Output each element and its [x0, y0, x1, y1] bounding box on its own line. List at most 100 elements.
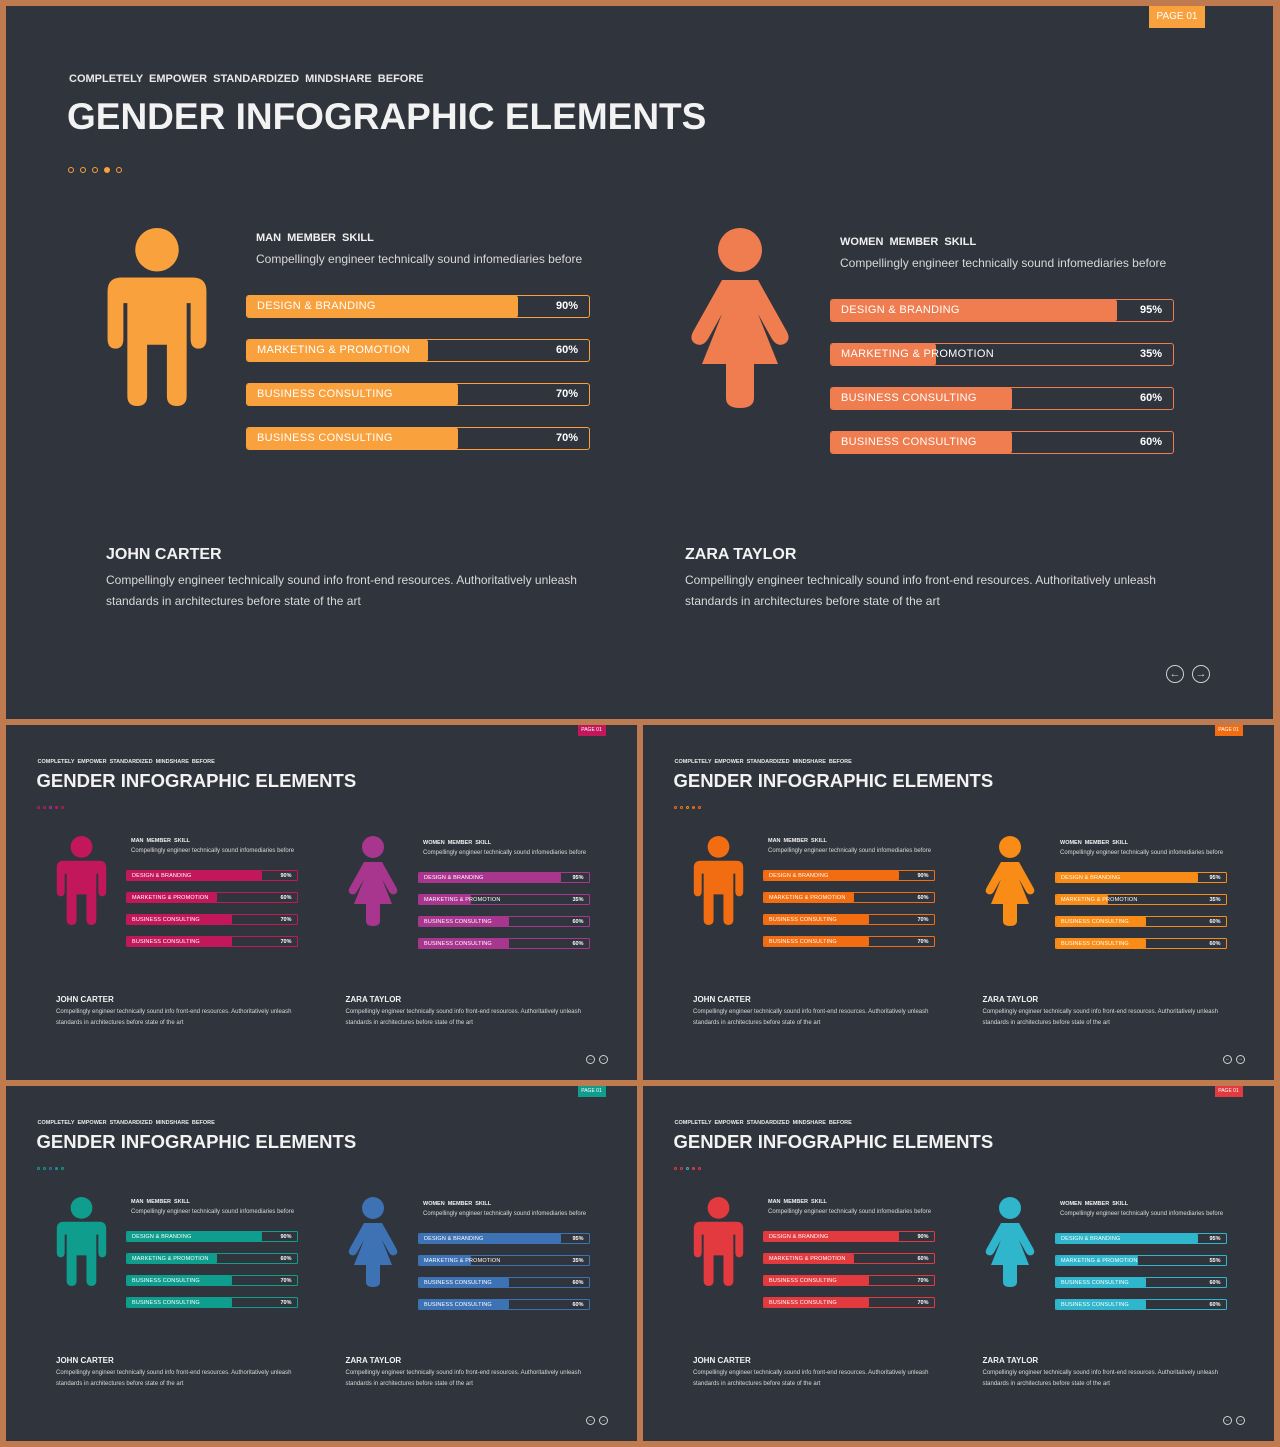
person-bio-line: standards in architectures before state … [693, 1019, 821, 1026]
skill-bar-fill [127, 1297, 232, 1307]
pagination-dot [116, 167, 122, 173]
pagination-dot [674, 805, 677, 809]
skill-percent: 60% [572, 1279, 584, 1286]
slide: PAGE 01 COMPLETELY EMPOWER STANDARDIZED M… [643, 725, 1274, 1080]
skill-bar: BUSINESS CONSULTING 60% [418, 937, 590, 949]
skill-bar-fill [1056, 1233, 1199, 1243]
skill-percent: 70% [280, 916, 292, 923]
pagination-dots [37, 805, 64, 809]
skill-label: DESIGN & BRANDING [257, 300, 376, 312]
skill-label: BUSINESS CONSULTING [1061, 918, 1129, 925]
skill-percent: 95% [1209, 874, 1221, 881]
skill-bar: DESIGN & BRANDING 95% [830, 299, 1174, 322]
skill-bar-fill [764, 1297, 869, 1307]
skill-bar: BUSINESS CONSULTING 70% [126, 1274, 298, 1286]
skill-label: MARKETING & PROMOTION [424, 896, 501, 903]
skill-bar: DESIGN & BRANDING 90% [246, 295, 590, 318]
person-bio-line: standards in architectures before state … [982, 1019, 1110, 1026]
person-bio-line: Compellingly engineer technically sound … [685, 573, 1156, 587]
arrow-left-circle-icon[interactable]: ← [586, 1415, 595, 1425]
skill-bar: MARKETING & PROMOTION 60% [763, 891, 935, 903]
skill-bar: MARKETING & PROMOTION 60% [763, 1252, 935, 1264]
page-number-badge: PAGE 01 [1214, 725, 1243, 736]
person-john-carter: JOHN CARTER Compellingly engineer technic… [693, 995, 943, 1028]
person-john-carter: JOHN CARTER Compellingly engineer technic… [56, 1356, 306, 1389]
person-bio-line: Compellingly engineer technically sound … [345, 1370, 581, 1376]
skill-bar-fill [247, 384, 458, 405]
arrow-right-circle-icon[interactable]: → [1192, 665, 1210, 683]
skill-label: BUSINESS CONSULTING [257, 432, 393, 444]
skill-percent: 70% [917, 938, 929, 945]
skill-bar: BUSINESS CONSULTING 70% [126, 1296, 298, 1308]
skill-bar-fill [764, 870, 899, 880]
pagination-dot [698, 1166, 701, 1170]
skill-label: MARKETING & PROMOTION [769, 1255, 846, 1262]
skill-bar-fill [419, 938, 509, 948]
skill-bar-fill [127, 892, 217, 902]
skill-label: BUSINESS CONSULTING [132, 938, 200, 945]
woman-skill-panel: WOMEN MEMBER SKILL Compellingly engineer … [418, 840, 591, 955]
skill-percent: 60% [917, 894, 929, 901]
male-person-icon [693, 1197, 744, 1286]
pagination-dot [37, 1166, 40, 1170]
person-bio-line: Compellingly engineer technically sound … [982, 1009, 1218, 1015]
skill-bar: BUSINESS CONSULTING 70% [763, 1274, 935, 1286]
skill-label: DESIGN & BRANDING [132, 872, 192, 879]
skill-bar-fill [247, 296, 518, 317]
skill-bar-fill [419, 1233, 562, 1243]
person-bio-line: standards in architectures before state … [982, 1380, 1110, 1387]
skill-percent: 60% [555, 344, 578, 356]
person-bio-line: Compellingly engineer technically sound … [982, 1370, 1218, 1376]
arrow-left-circle-icon[interactable]: ← [1166, 665, 1184, 683]
skill-bar: BUSINESS CONSULTING 60% [1055, 1276, 1227, 1288]
skill-bar: DESIGN & BRANDING 90% [763, 1230, 935, 1242]
skill-description: Compellingly engineer technically sound … [768, 1209, 932, 1215]
skill-percent: 35% [572, 1257, 584, 1264]
person-john-carter: JOHN CARTER Compellingly engineer technic… [693, 1356, 943, 1389]
person-bio-line: Compellingly engineer technically sound … [345, 1009, 581, 1015]
skill-bar-fill [127, 870, 262, 880]
arrow-right-circle-icon[interactable]: → [599, 1415, 608, 1425]
skill-label: MARKETING & PROMOTION [841, 348, 994, 360]
skill-bar-fill [127, 936, 232, 946]
arrow-right-circle-icon[interactable]: → [599, 1054, 608, 1064]
arrow-right-circle-icon[interactable]: → [1236, 1054, 1245, 1064]
slide-title: GENDER INFOGRAPHIC ELEMENTS [67, 96, 707, 137]
skill-percent: 90% [917, 1233, 929, 1240]
skill-bar: BUSINESS CONSULTING 60% [418, 915, 590, 927]
skill-percent: 60% [572, 918, 584, 925]
slide-navigation: ← → [1166, 665, 1210, 683]
man-skill-panel: MAN MEMBER SKILL Compellingly engineer te… [763, 838, 936, 953]
skill-bar: DESIGN & BRANDING 95% [418, 1232, 590, 1244]
arrow-right-circle-icon[interactable]: → [1236, 1415, 1245, 1425]
pagination-dot [68, 167, 74, 173]
skill-label: BUSINESS CONSULTING [769, 916, 837, 923]
skill-label: BUSINESS CONSULTING [841, 436, 977, 448]
skill-percent: 60% [1139, 436, 1162, 448]
page-number-badge: PAGE 01 [1214, 1086, 1243, 1097]
slide-title: GENDER INFOGRAPHIC ELEMENTS [36, 1131, 357, 1152]
skill-label: DESIGN & BRANDING [1061, 874, 1121, 881]
skill-percent: 90% [917, 872, 929, 879]
skill-bar: DESIGN & BRANDING 90% [763, 869, 935, 881]
skill-bar-fill [1056, 938, 1146, 948]
skill-bar-fill [419, 1299, 509, 1309]
skill-bar: BUSINESS CONSULTING 70% [246, 383, 590, 406]
slide-title: GENDER INFOGRAPHIC ELEMENTS [673, 770, 994, 791]
skill-label: BUSINESS CONSULTING [424, 940, 492, 947]
arrow-left-circle-icon[interactable]: ← [586, 1054, 595, 1064]
pagination-dot [698, 805, 701, 809]
skill-description: Compellingly engineer technically sound … [256, 252, 583, 266]
slide-navigation: ← → [1223, 1054, 1245, 1064]
skill-bar-fill [831, 300, 1117, 321]
person-zara-taylor: ZARA TAYLOR Compellingly engineer technic… [346, 1356, 596, 1389]
skill-label: BUSINESS CONSULTING [1061, 1301, 1129, 1308]
arrow-left-circle-icon[interactable]: ← [1223, 1054, 1232, 1064]
skill-bar-fill [764, 1275, 869, 1285]
skill-heading: MAN MEMBER SKILL [131, 838, 190, 844]
slide: PAGE 01 COMPLETELY EMPOWER STANDARDIZED M… [643, 1086, 1274, 1441]
skill-bar-fill [419, 872, 562, 882]
skill-bar: BUSINESS CONSULTING 60% [418, 1276, 590, 1288]
arrow-left-circle-icon[interactable]: ← [1223, 1415, 1232, 1425]
pagination-dot [61, 805, 64, 809]
